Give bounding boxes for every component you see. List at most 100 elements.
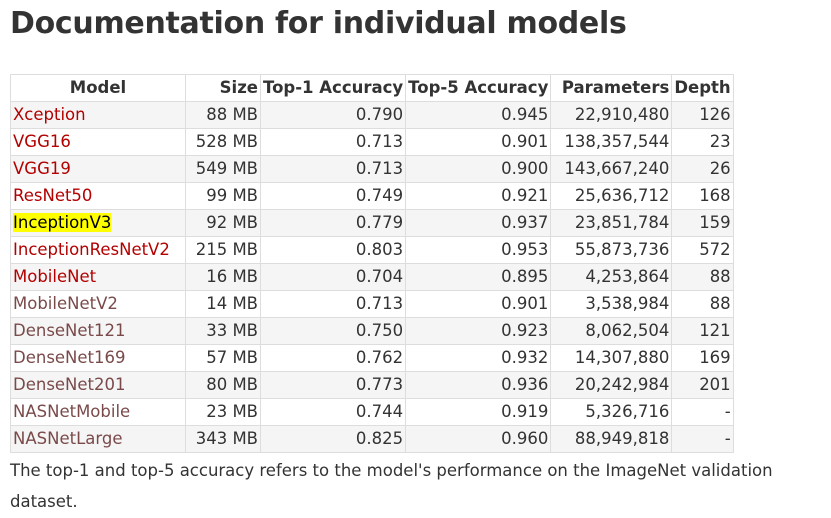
size-cell: 92 MB xyxy=(185,209,261,237)
model-cell: DenseNet201 xyxy=(10,371,186,399)
top1-accuracy-cell: 0.779 xyxy=(259,209,407,237)
parameters-cell: 5,326,716 xyxy=(550,398,673,426)
header-depth: Depth xyxy=(671,74,734,102)
model-link[interactable]: MobileNet xyxy=(13,267,97,286)
depth-cell: 88 xyxy=(671,290,734,318)
top5-accuracy-cell: 0.932 xyxy=(405,344,552,372)
footnote: The top-1 and top-5 accuracy refers to t… xyxy=(10,461,773,511)
top1-accuracy-cell: 0.803 xyxy=(259,236,407,264)
parameters-cell: 88,949,818 xyxy=(550,425,673,453)
size-cell: 99 MB xyxy=(185,182,261,210)
table-row: DenseNet169 57 MB 0.762 0.932 14,307,880 169 xyxy=(10,344,734,372)
page-title: Documentation for individual models xyxy=(10,6,627,41)
top5-accuracy-cell: 0.936 xyxy=(405,371,552,399)
depth-cell: - xyxy=(671,425,734,453)
top5-accuracy-cell: 0.945 xyxy=(405,101,552,129)
table-header-row: Model Size Top-1 Accuracy Top-5 Accuracy… xyxy=(10,74,734,102)
table-row: NASNetMobile 23 MB 0.744 0.919 5,326,716- xyxy=(10,398,734,426)
top1-accuracy-cell: 0.749 xyxy=(259,182,407,210)
top1-accuracy-cell: 0.790 xyxy=(259,101,407,129)
depth-cell: 159 xyxy=(671,209,734,237)
model-link[interactable]: ResNet50 xyxy=(13,186,93,205)
top1-accuracy-cell: 0.713 xyxy=(259,128,407,156)
top1-accuracy-cell: 0.825 xyxy=(259,425,407,453)
top1-accuracy-cell: 0.762 xyxy=(259,344,407,372)
model-cell: MobileNet xyxy=(10,263,186,291)
top5-accuracy-cell: 0.921 xyxy=(405,182,552,210)
depth-cell: 169 xyxy=(671,344,734,372)
model-link[interactable]: VGG16 xyxy=(13,132,71,151)
model-link[interactable]: NASNetLarge xyxy=(13,429,123,448)
parameters-cell: 22,910,480 xyxy=(550,101,673,129)
header-top1-accuracy: Top-1 Accuracy xyxy=(259,74,407,102)
model-cell: NASNetMobile xyxy=(10,398,186,426)
top5-accuracy-cell: 0.960 xyxy=(405,425,552,453)
model-link[interactable]: DenseNet169 xyxy=(13,348,126,367)
top1-accuracy-cell: 0.713 xyxy=(259,290,407,318)
top5-accuracy-cell: 0.895 xyxy=(405,263,552,291)
size-cell: 528 MB xyxy=(185,128,261,156)
depth-cell: 572 xyxy=(671,236,734,264)
model-cell: InceptionResNetV2 xyxy=(10,236,186,264)
size-cell: 549 MB xyxy=(185,155,261,183)
top1-accuracy-cell: 0.750 xyxy=(259,317,407,345)
top1-accuracy-cell: 0.713 xyxy=(259,155,407,183)
model-cell: InceptionV3 xyxy=(10,209,186,237)
model-link[interactable]: Xception xyxy=(13,105,86,124)
table-row: MobileNet 16 MB 0.704 0.895 4,253,864 88 xyxy=(10,263,734,291)
top1-accuracy-cell: 0.744 xyxy=(259,398,407,426)
parameters-cell: 3,538,984 xyxy=(550,290,673,318)
size-cell: 23 MB xyxy=(185,398,261,426)
depth-cell: 23 xyxy=(671,128,734,156)
model-cell: MobileNetV2 xyxy=(10,290,186,318)
table-row: InceptionResNetV2 215 MB 0.803 0.953 55,873,… xyxy=(10,236,734,264)
model-link[interactable]: InceptionResNetV2 xyxy=(13,240,170,259)
model-link[interactable]: VGG19 xyxy=(13,159,71,178)
table-row: ResNet50 99 MB 0.749 0.921 25,636,712 168 xyxy=(10,182,734,210)
top5-accuracy-cell: 0.901 xyxy=(405,128,552,156)
model-cell: ResNet50 xyxy=(10,182,186,210)
parameters-cell: 14,307,880 xyxy=(550,344,673,372)
top5-accuracy-cell: 0.923 xyxy=(405,317,552,345)
model-cell: DenseNet169 xyxy=(10,344,186,372)
depth-cell: 201 xyxy=(671,371,734,399)
model-cell: VGG19 xyxy=(10,155,186,183)
depth-cell: 121 xyxy=(671,317,734,345)
parameters-cell: 55,873,736 xyxy=(550,236,673,264)
parameters-cell: 23,851,784 xyxy=(550,209,673,237)
depth-cell: 126 xyxy=(671,101,734,129)
top5-accuracy-cell: 0.901 xyxy=(405,290,552,318)
header-parameters: Parameters xyxy=(550,74,673,102)
model-link[interactable]: DenseNet201 xyxy=(13,375,126,394)
parameters-cell: 20,242,984 xyxy=(550,371,673,399)
size-cell: 16 MB xyxy=(185,263,261,291)
table-row: DenseNet121 33 MB 0.750 0.923 8,062,504 121 xyxy=(10,317,734,345)
model-cell: DenseNet121 xyxy=(10,317,186,345)
table-row: DenseNet201 80 MB 0.773 0.936 20,242,984 201 xyxy=(10,371,734,399)
size-cell: 80 MB xyxy=(185,371,261,399)
size-cell: 33 MB xyxy=(185,317,261,345)
model-link[interactable]: MobileNetV2 xyxy=(13,294,118,313)
top5-accuracy-cell: 0.919 xyxy=(405,398,552,426)
size-cell: 215 MB xyxy=(185,236,261,264)
depth-cell: - xyxy=(671,398,734,426)
table-row: Xception 88 MB 0.790 0.945 22,910,480 126 xyxy=(10,101,734,129)
table-row: MobileNetV2 14 MB 0.713 0.901 3,538,984 88 xyxy=(10,290,734,318)
size-cell: 88 MB xyxy=(185,101,261,129)
model-link[interactable]: NASNetMobile xyxy=(13,402,131,421)
top5-accuracy-cell: 0.900 xyxy=(405,155,552,183)
top5-accuracy-cell: 0.937 xyxy=(405,209,552,237)
top5-accuracy-cell: 0.953 xyxy=(405,236,552,264)
model-cell: NASNetLarge xyxy=(10,425,186,453)
parameters-cell: 138,357,544 xyxy=(550,128,673,156)
parameters-cell: 143,667,240 xyxy=(550,155,673,183)
table-row: NASNetLarge 343 MB 0.825 0.960 88,949,818- xyxy=(10,425,734,453)
model-cell: VGG16 xyxy=(10,128,186,156)
parameters-cell: 8,062,504 xyxy=(550,317,673,345)
model-link[interactable]: DenseNet121 xyxy=(13,321,126,340)
model-link[interactable]: InceptionV3 xyxy=(13,213,112,232)
size-cell: 343 MB xyxy=(185,425,261,453)
table-row: InceptionV3 92 MB 0.779 0.937 23,851,784 159 xyxy=(10,209,734,237)
table-row: VGG16 528 MB 0.713 0.901 138,357,544 23 xyxy=(10,128,734,156)
table-body: Xception 88 MB 0.790 0.945 22,910,480 126 VGG1… xyxy=(10,101,734,453)
